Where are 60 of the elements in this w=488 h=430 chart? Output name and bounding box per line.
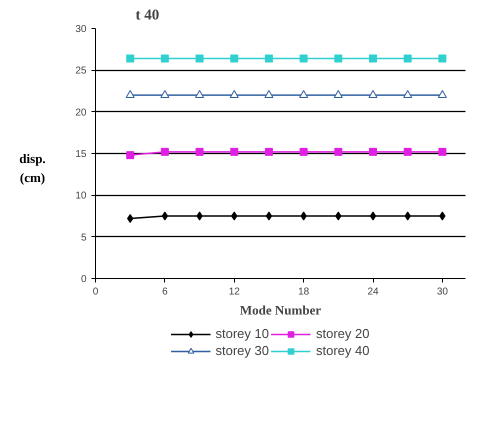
point [404,54,412,62]
point [334,90,343,98]
chart-title: t 40 [136,8,160,24]
point [335,212,342,220]
legend-label: storey 10 [216,326,269,341]
point [160,148,169,156]
point [196,54,204,62]
point [196,212,203,220]
point [438,90,447,98]
point [403,90,412,98]
point [369,148,377,156]
point [126,151,134,160]
point [300,148,308,156]
point [404,148,412,156]
x-tick-label: 12 [228,286,240,298]
x-tick-label: 24 [367,286,379,298]
point [368,90,378,98]
x-tick-label: 0 [92,286,99,298]
point [404,212,411,220]
point [370,212,376,220]
point [231,212,238,220]
point [196,148,204,156]
x-tick-label: 18 [298,286,310,298]
point [162,212,168,220]
point [439,212,446,220]
point [230,90,239,98]
point [264,148,273,156]
point [438,148,446,156]
x-axis-title: Mode Number [240,302,322,318]
point [264,90,274,98]
y-tick-label: 30 [75,24,87,35]
point [266,212,272,220]
point [230,54,238,62]
point [300,212,307,220]
point [299,90,308,98]
point [334,54,342,62]
point [438,54,446,62]
point [300,54,308,62]
point [127,214,134,223]
y-tick-label: 15 [75,149,87,160]
legend-label: storey 20 [316,326,370,341]
y-tick-label: 20 [75,107,87,118]
legend-label: storey 40 [316,343,370,358]
x-tick-label: 30 [436,286,448,298]
point [126,54,134,62]
point [230,148,238,156]
y-tick-label: 5 [80,232,87,244]
point [160,54,169,62]
point [369,54,377,62]
y-tick-label: 25 [75,66,87,77]
legend-label: storey 30 [216,343,269,358]
point [126,90,135,98]
x-tick-label: 6 [162,286,168,298]
point [334,148,342,156]
y-tick-label: 10 [75,190,87,202]
point [264,54,273,62]
y-tick-label: 0 [80,274,87,285]
point [195,90,204,98]
y-axis-title: disp. (cm) [19,150,46,187]
point [160,90,170,98]
